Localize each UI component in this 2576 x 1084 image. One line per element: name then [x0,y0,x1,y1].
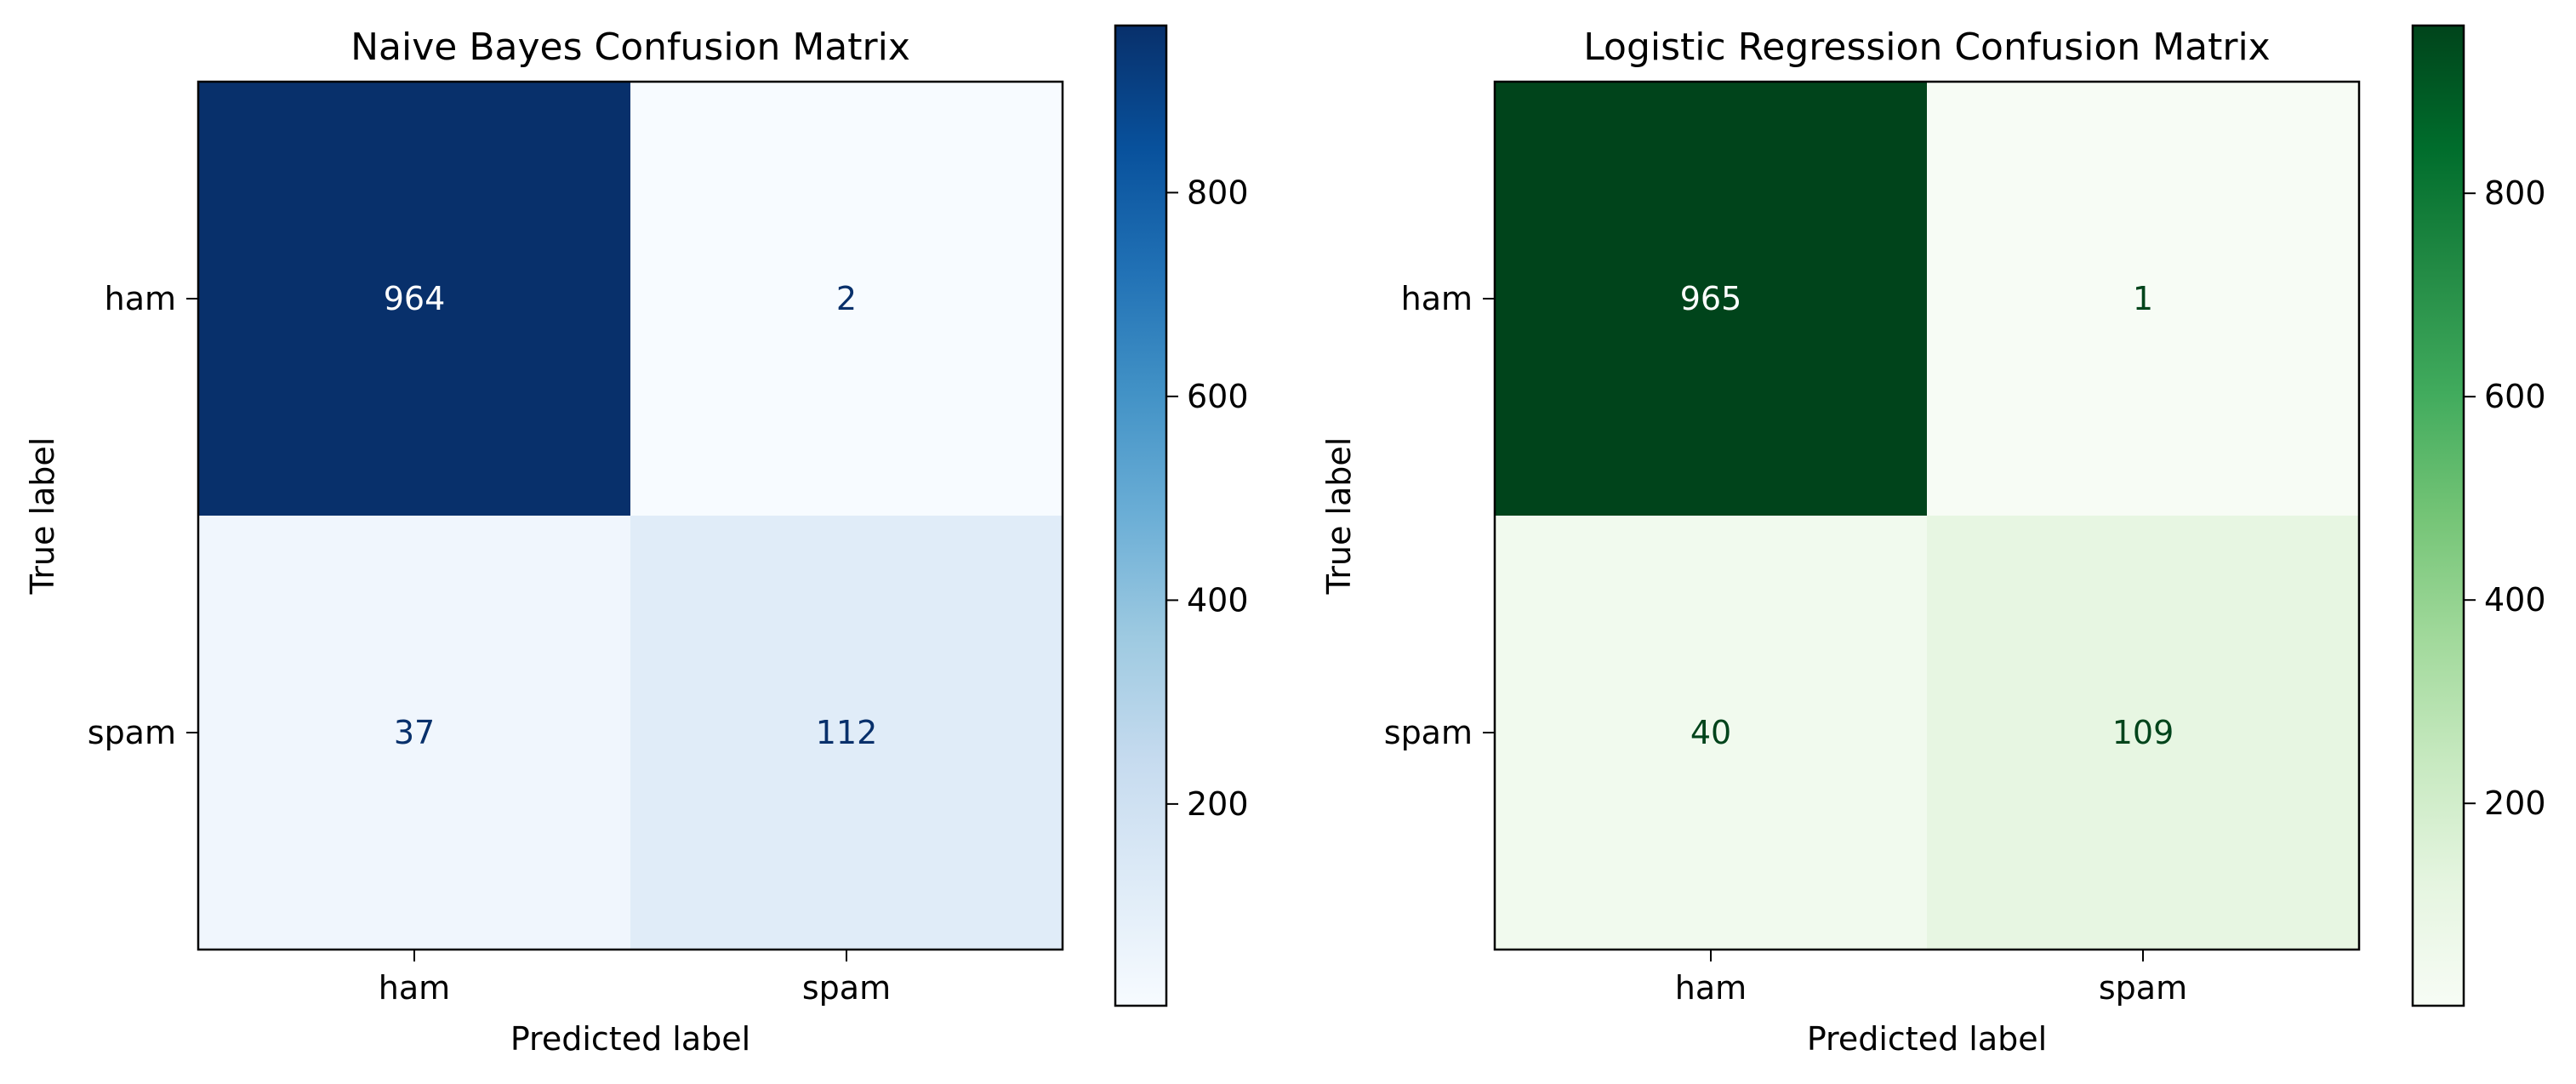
x-axis-label: Predicted label [510,1020,750,1058]
x-axis-label: Predicted label [1807,1020,2047,1058]
heatmap-cell [630,516,1063,950]
colorbar [2413,26,2464,1006]
cell-value-label: 112 [816,714,878,751]
colorbar-frame [1114,24,1168,1007]
colorbar-tick-label: 200 [2484,784,2546,822]
cell-value-label: 1 [2133,280,2153,317]
heatmap-cell [1927,82,2359,516]
heatmap-cell [1927,516,2359,950]
heatmap-cell [1495,516,1927,950]
y-axis-label: True label [24,437,61,596]
chart-title: Naive Bayes Confusion Matrix [350,26,910,69]
axes-frame [1493,80,2361,951]
cell-value-label: 40 [1690,714,1731,751]
colorbar-tick-label: 800 [2484,174,2546,212]
y-tick-label: spam [1384,714,1473,751]
panel-1: 964 2 37 112 ham spam ham spam Naive Bayes Confu… [24,24,1249,1058]
colorbar-tick-label: 400 [2484,581,2546,619]
x-tick-label: ham [1675,969,1747,1007]
chart-title: Logistic Regression Confusion Matrix [1583,26,2270,69]
cell-value-label: 37 [394,714,435,751]
heatmap-cell [1495,82,1927,516]
x-tick-label: spam [802,969,891,1007]
colorbar [1115,26,1166,1006]
colorbar-tick-label: 400 [1187,581,1249,619]
cell-value-label: 109 [2112,714,2174,751]
axes-frame [197,80,1064,951]
heatmap-cell [198,516,630,950]
y-tick-label: spam [88,714,176,751]
y-tick-label: ham [105,280,176,317]
colorbar-tick-label: 600 [2484,378,2546,415]
x-tick-label: ham [379,969,450,1007]
colorbar-tick-label: 200 [1187,785,1249,823]
cell-value-label: 2 [836,280,857,317]
y-tick-label: ham [1401,280,1473,317]
heatmap-cell [630,82,1063,516]
panel-2: 965 1 40 109 ham spam ham spam Logistic Regressi… [1320,24,2546,1058]
colorbar-tick-label: 800 [1187,174,1249,211]
heatmap-cell [198,82,630,516]
cell-value-label: 965 [1680,280,1742,317]
x-tick-label: spam [2099,969,2187,1007]
colorbar-tick-label: 600 [1187,378,1249,415]
y-axis-label: True label [1320,437,1358,596]
colorbar-frame [2411,24,2465,1007]
cell-value-label: 964 [384,280,446,317]
